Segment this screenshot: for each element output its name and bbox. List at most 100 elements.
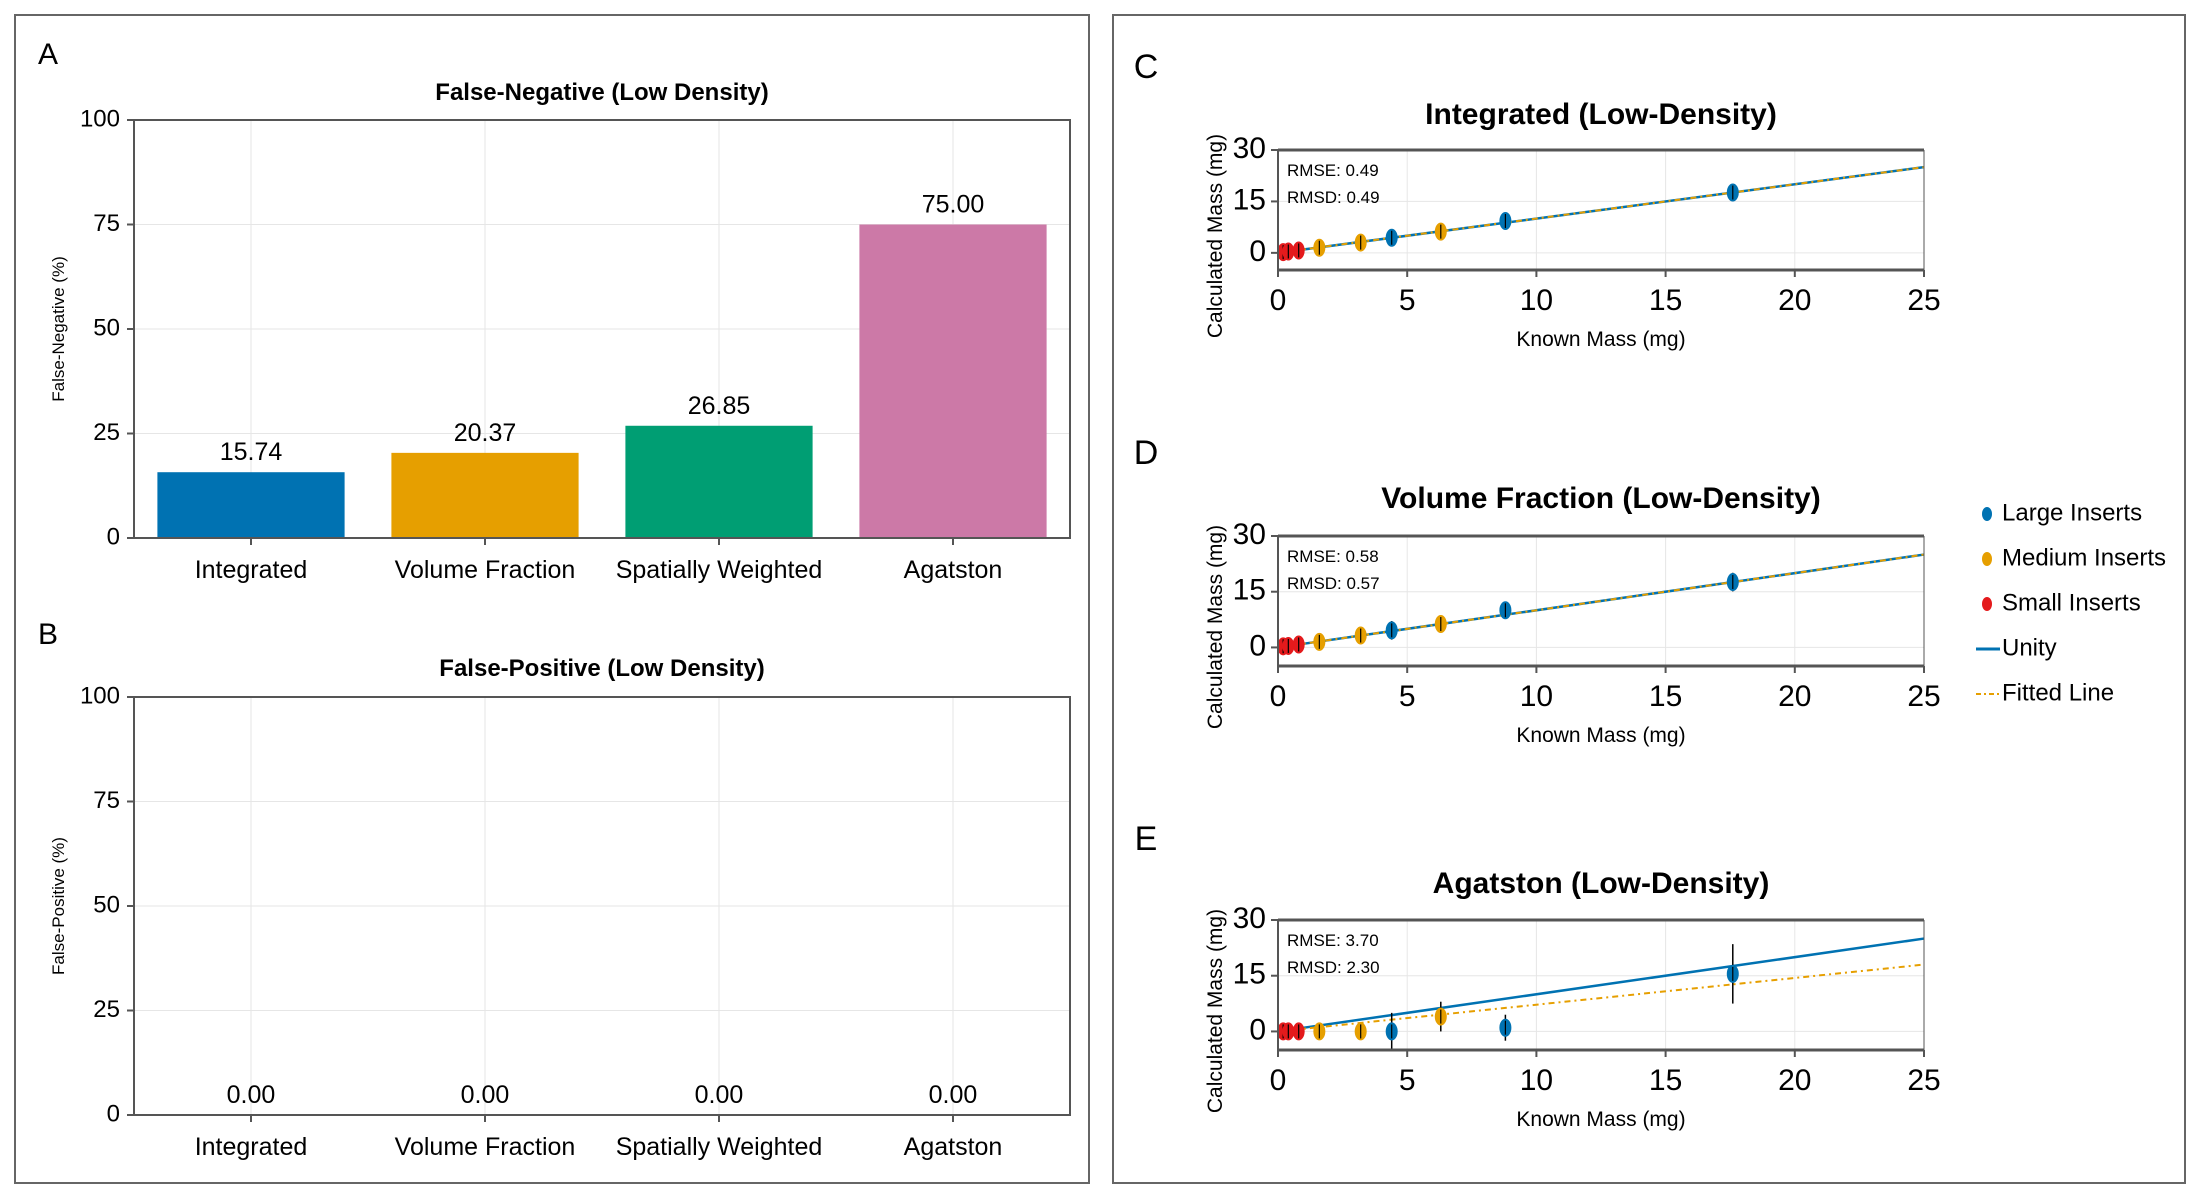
y-tick-label: 0 — [1249, 629, 1266, 662]
chart-title: False-Negative (Low Density) — [435, 79, 768, 106]
scatter-chart-C: C Integrated (Low-Density) RMSE: 0.49 RMSD:… — [1134, 48, 1941, 351]
x-tick-label: Volume Fraction — [395, 1133, 576, 1161]
legend-label: Small Inserts — [2002, 589, 2141, 616]
panel-letter-A: A — [38, 38, 58, 71]
x-axis-label: Known Mass (mg) — [1516, 1108, 1685, 1131]
y-tick-label: 75 — [93, 210, 120, 237]
bar — [157, 472, 345, 538]
legend-label: Large Inserts — [2002, 499, 2142, 526]
y-tick-label: 30 — [1233, 902, 1266, 935]
x-tick-label: Agatston — [904, 1133, 1003, 1161]
x-tick-label: 0 — [1270, 680, 1287, 713]
stat-annotation: RMSD: 0.57 — [1287, 574, 1380, 593]
bar-value-label: 0.00 — [461, 1081, 510, 1109]
x-tick-label: 0 — [1270, 1064, 1287, 1097]
x-tick-label: Integrated — [195, 1133, 308, 1161]
x-tick-label: Volume Fraction — [395, 556, 576, 584]
x-tick-label: 20 — [1778, 680, 1811, 713]
unity-line — [1277, 553, 1925, 649]
y-tick-label: 0 — [1249, 235, 1266, 268]
panel-letter-D: D — [1134, 434, 1159, 472]
y-tick-label: 75 — [93, 787, 120, 814]
right-figure-frame — [1112, 14, 2186, 1184]
bar-value-label: 0.00 — [227, 1081, 276, 1109]
bar — [859, 224, 1047, 538]
y-tick-label: 50 — [93, 314, 120, 341]
x-tick-label: 5 — [1399, 680, 1416, 713]
y-axis-label: Calculated Mass (mg) — [1204, 134, 1227, 338]
y-tick-label: 30 — [1233, 132, 1266, 165]
panel-letter-B: B — [38, 618, 58, 651]
x-tick-label: Integrated — [195, 556, 308, 584]
scatter-chart-D: D Volume Fraction (Low-Density) RMSE: 0.58… — [1134, 434, 1941, 747]
bar — [625, 425, 813, 538]
x-tick-label: 0 — [1270, 284, 1287, 317]
fitted-line — [1277, 166, 1925, 254]
x-tick-label: 25 — [1907, 680, 1940, 713]
y-tick-label: 15 — [1233, 183, 1266, 216]
x-tick-label: 10 — [1520, 1064, 1553, 1097]
bar — [391, 452, 579, 538]
legend-label: Medium Inserts — [2002, 544, 2166, 571]
legend: Large Inserts Medium Inserts Small Inserts… — [1976, 499, 2166, 706]
y-axis-label: Calculated Mass (mg) — [1204, 525, 1227, 729]
legend-label: Unity — [2002, 634, 2057, 661]
y-axis-label: False-Negative (%) — [49, 256, 68, 402]
stat-annotation: RMSD: 0.49 — [1287, 188, 1380, 207]
legend-marker — [1982, 597, 1992, 611]
y-tick-label: 50 — [93, 891, 120, 918]
x-tick-label: 20 — [1778, 284, 1811, 317]
stat-annotation: RMSE: 3.70 — [1287, 931, 1379, 950]
x-tick-label: 15 — [1649, 1064, 1682, 1097]
x-tick-label: 10 — [1520, 680, 1553, 713]
y-tick-label: 15 — [1233, 958, 1266, 991]
x-axis-label: Known Mass (mg) — [1516, 328, 1685, 351]
y-tick-label: 0 — [107, 523, 120, 550]
x-tick-label: Spatially Weighted — [616, 1133, 823, 1161]
legend-marker — [1982, 552, 1992, 566]
y-tick-label: 25 — [93, 996, 120, 1023]
y-tick-label: 25 — [93, 419, 120, 446]
stat-annotation: RMSE: 0.49 — [1287, 161, 1379, 180]
bar-value-label: 26.85 — [688, 392, 751, 420]
bar-value-label: 0.00 — [929, 1081, 978, 1109]
x-tick-label: 5 — [1399, 284, 1416, 317]
stat-annotation: RMSD: 2.30 — [1287, 958, 1380, 977]
y-tick-label: 0 — [107, 1100, 120, 1127]
bar-value-label: 0.00 — [695, 1081, 744, 1109]
x-tick-label: Spatially Weighted — [616, 556, 823, 584]
x-tick-label: 25 — [1907, 1064, 1940, 1097]
legend-label: Fitted Line — [2002, 679, 2114, 706]
bar-chart-B: B False-Positive (Low Density) 0.00 Integra… — [38, 618, 1071, 1161]
x-axis-label: Known Mass (mg) — [1516, 724, 1685, 747]
y-tick-label: 100 — [80, 682, 120, 709]
chart-title: False-Positive (Low Density) — [439, 655, 764, 682]
y-tick-label: 0 — [1249, 1013, 1266, 1046]
legend-marker — [1982, 507, 1992, 521]
bar-value-label: 75.00 — [922, 191, 985, 219]
y-axis-label: Calculated Mass (mg) — [1204, 909, 1227, 1113]
bar-value-label: 20.37 — [454, 419, 517, 447]
y-tick-label: 30 — [1233, 518, 1266, 551]
unity-line — [1277, 937, 1925, 1033]
x-tick-label: 15 — [1649, 680, 1682, 713]
x-tick-label: 20 — [1778, 1064, 1811, 1097]
fitted-line — [1277, 963, 1925, 1033]
panel-letter-E: E — [1135, 820, 1158, 858]
x-tick-label: 10 — [1520, 284, 1553, 317]
y-tick-label: 100 — [80, 105, 120, 132]
y-axis-label: False-Positive (%) — [49, 837, 68, 975]
bar-value-label: 15.74 — [220, 438, 283, 466]
x-tick-label: 25 — [1907, 284, 1940, 317]
x-tick-label: 5 — [1399, 1064, 1416, 1097]
left-figure-frame — [14, 14, 1090, 1184]
chart-title: Agatston (Low-Density) — [1433, 867, 1770, 900]
chart-title: Volume Fraction (Low-Density) — [1381, 482, 1820, 515]
scatter-chart-E: E Agatston (Low-Density) RMSE: 3.70 RMSD: 2… — [1135, 820, 1941, 1131]
panel-letter-C: C — [1134, 48, 1159, 86]
y-tick-label: 15 — [1233, 574, 1266, 607]
chart-title: Integrated (Low-Density) — [1425, 98, 1777, 131]
bar-chart-A: A False-Negative (Low Density) 15.74 Integr… — [38, 38, 1071, 584]
x-tick-label: Agatston — [904, 556, 1003, 584]
